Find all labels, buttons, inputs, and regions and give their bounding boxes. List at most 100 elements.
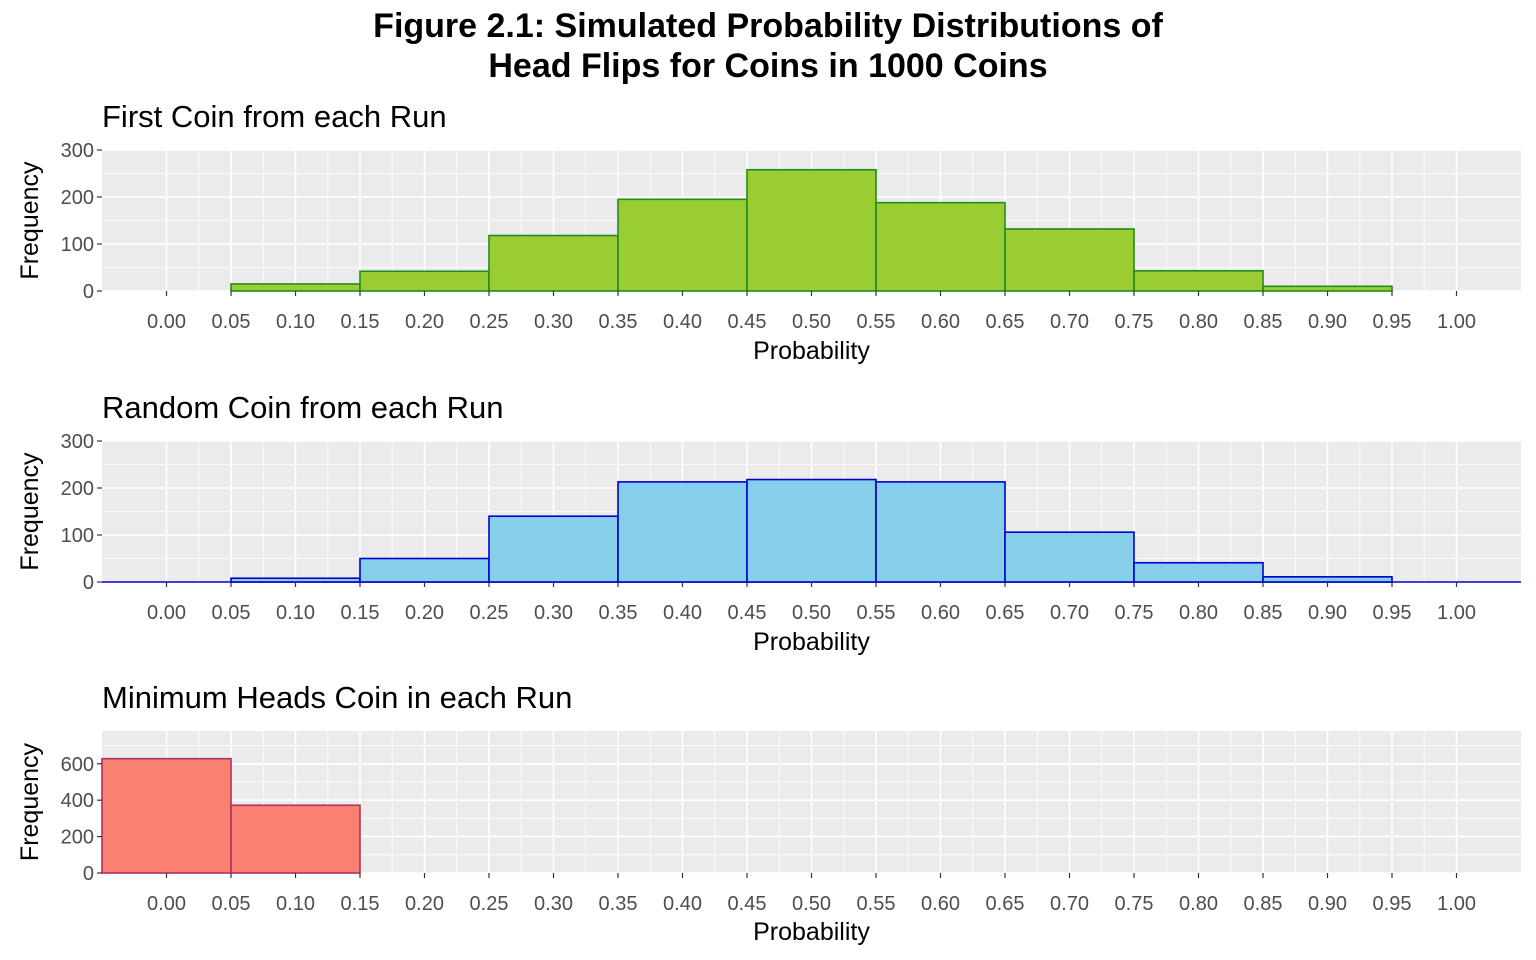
x-tick-label: 0.15 <box>341 602 380 624</box>
histogram-bar <box>230 283 361 292</box>
x-tick-label: 0.35 <box>599 893 638 915</box>
x-axis-label: Probability <box>753 337 870 365</box>
histogram-bar <box>617 198 748 292</box>
x-tick-label: 0.00 <box>147 602 186 624</box>
x-tick-label: 0.75 <box>1115 311 1154 333</box>
x-tick-label: 0.25 <box>470 311 509 333</box>
y-axis-label: Frequency <box>16 452 44 571</box>
x-tick-label: 0.85 <box>1244 311 1283 333</box>
y-tick-label: 200 <box>61 478 94 500</box>
x-tick-label: 0.95 <box>1373 311 1412 333</box>
x-tick-label: 1.00 <box>1437 893 1476 915</box>
x-tick-label: 0.50 <box>792 311 831 333</box>
x-tick-label: 0.40 <box>663 311 702 333</box>
x-tick-label: 0.25 <box>470 893 509 915</box>
panel-title: Minimum Heads Coin in each Run <box>102 680 572 715</box>
x-tick-label: 0.60 <box>921 311 960 333</box>
x-tick-label: 0.55 <box>857 311 896 333</box>
histogram-bar <box>101 757 232 874</box>
x-tick-label: 0.70 <box>1050 893 1089 915</box>
x-tick-label: 0.80 <box>1179 893 1218 915</box>
panel-title: Random Coin from each Run <box>102 390 503 425</box>
x-tick-label: 0.00 <box>147 311 186 333</box>
x-tick-label: 0.30 <box>534 311 573 333</box>
y-tick-label: 0 <box>83 281 94 303</box>
x-tick-label: 0.80 <box>1179 602 1218 624</box>
x-tick-label: 0.35 <box>599 311 638 333</box>
x-tick-label: 0.65 <box>986 602 1025 624</box>
x-tick-label: 0.15 <box>341 893 380 915</box>
y-tick-label: 400 <box>61 790 94 812</box>
x-tick-label: 0.10 <box>276 893 315 915</box>
y-axis-label: Frequency <box>16 161 44 280</box>
histogram-bar <box>359 557 490 583</box>
x-tick-label: 1.00 <box>1437 602 1476 624</box>
histogram-panel-3: 0 200 400 600 0.00 0.05 0.10 0.15 0.20 0.25 0.30 0.… <box>16 680 1521 946</box>
x-tick-label: 0.50 <box>792 893 831 915</box>
x-axis-label: Probability <box>753 918 870 946</box>
histogram-bar <box>1004 531 1135 583</box>
x-tick-label: 0.45 <box>728 311 767 333</box>
figure-title-line-2: Head Flips for Coins in 1000 Coins <box>488 47 1048 85</box>
y-tick-label: 200 <box>61 187 94 209</box>
histogram-bar <box>488 234 619 292</box>
x-tick-label: 0.35 <box>599 602 638 624</box>
x-tick-label: 0.55 <box>857 893 896 915</box>
x-tick-label: 0.55 <box>857 602 896 624</box>
x-tick-label: 0.70 <box>1050 311 1089 333</box>
histogram-bar <box>230 804 361 874</box>
x-axis-label: Probability <box>753 628 870 656</box>
histogram-bar <box>746 478 877 583</box>
histogram-bar <box>1262 576 1393 583</box>
y-tick-label: 300 <box>61 140 94 162</box>
histogram-bar <box>875 201 1006 292</box>
y-tick-label: 100 <box>61 525 94 547</box>
histogram-panel-1: 0 100 200 300 0.00 0.05 0.10 0.15 0.20 0.25 0.30 0.… <box>16 99 1521 365</box>
x-tick-label: 0.65 <box>986 893 1025 915</box>
x-tick-label: 0.40 <box>663 893 702 915</box>
histogram-bar <box>1133 269 1264 292</box>
x-tick-label: 0.90 <box>1308 311 1347 333</box>
y-tick-label: 600 <box>61 754 94 776</box>
histogram-panel-2: 0 100 200 300 0.00 0.05 0.10 0.15 0.20 0.25 0.30 0.… <box>16 390 1521 656</box>
x-tick-label: 0.05 <box>212 893 251 915</box>
x-tick-label: 0.75 <box>1115 602 1154 624</box>
x-tick-label: 0.30 <box>534 893 573 915</box>
histogram-bar <box>488 515 619 583</box>
x-tick-label: 0.65 <box>986 311 1025 333</box>
x-tick-label: 0.85 <box>1244 893 1283 915</box>
histogram-bar <box>617 481 748 583</box>
x-tick-label: 0.70 <box>1050 602 1089 624</box>
histogram-bar <box>359 270 490 292</box>
x-tick-label: 0.10 <box>276 311 315 333</box>
x-tick-label: 0.20 <box>405 602 444 624</box>
x-tick-label: 0.95 <box>1373 602 1412 624</box>
y-tick-label: 200 <box>61 827 94 849</box>
x-tick-label: 0.20 <box>405 893 444 915</box>
panel-title: First Coin from each Run <box>102 99 447 134</box>
x-tick-label: 0.30 <box>534 602 573 624</box>
x-tick-label: 0.75 <box>1115 893 1154 915</box>
x-tick-label: 1.00 <box>1437 311 1476 333</box>
y-tick-label: 0 <box>83 863 94 885</box>
x-tick-label: 0.05 <box>212 311 251 333</box>
x-tick-label: 0.25 <box>470 602 509 624</box>
x-tick-label: 0.50 <box>792 602 831 624</box>
x-tick-label: 0.90 <box>1308 893 1347 915</box>
x-tick-label: 0.10 <box>276 602 315 624</box>
histogram-bar <box>875 481 1006 583</box>
y-axis-label: Frequency <box>16 742 44 861</box>
x-tick-label: 0.60 <box>921 893 960 915</box>
histogram-bar <box>230 577 361 583</box>
x-tick-label: 0.95 <box>1373 893 1412 915</box>
figure-title-line-1: Figure 2.1: Simulated Probability Distri… <box>373 7 1163 45</box>
histogram-bar <box>1004 228 1135 292</box>
histogram-bar <box>1262 285 1393 292</box>
x-tick-label: 0.40 <box>663 602 702 624</box>
y-tick-label: 300 <box>61 431 94 453</box>
x-tick-label: 0.05 <box>212 602 251 624</box>
y-tick-label: 100 <box>61 234 94 256</box>
histogram-bar <box>746 168 877 292</box>
